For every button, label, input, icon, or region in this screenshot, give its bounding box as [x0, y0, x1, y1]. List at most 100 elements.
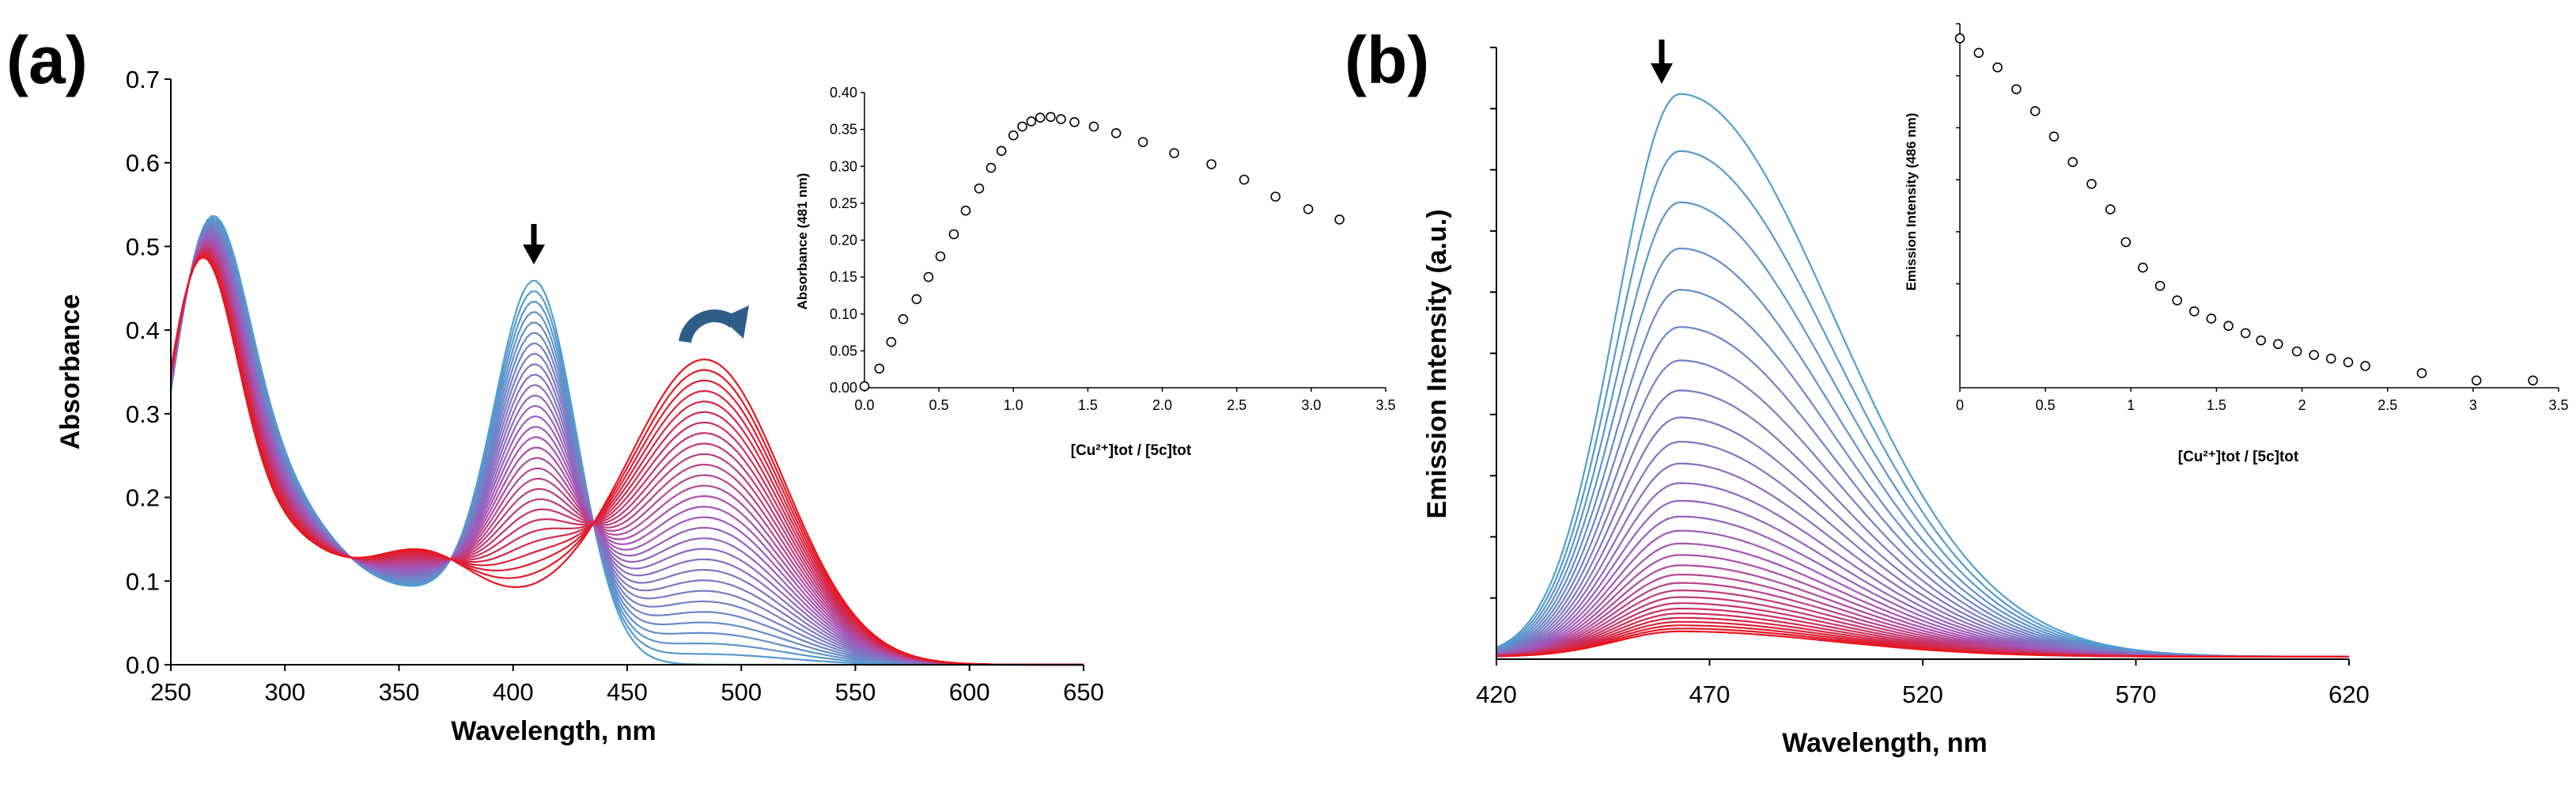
absorbance-series: [169, 235, 1084, 666]
data-point: [996, 146, 1007, 156]
x-tick-label: 1.5: [2207, 397, 2226, 413]
b-inset-y-axis-title: Emission Intensity (486 nm): [1904, 113, 1919, 291]
data-point: [1110, 128, 1122, 138]
x-tick-label: 0: [1956, 397, 1964, 413]
data-point: [1088, 121, 1099, 132]
data-point: [2471, 375, 2482, 386]
data-point: [1973, 47, 1984, 59]
data-point: [2172, 295, 2182, 305]
data-point: [859, 381, 870, 392]
x-tick-label: 1.0: [1004, 397, 1023, 413]
a-inset-x-axis-title: [Cu²⁺]tot / [5c]tot: [1071, 442, 1192, 459]
x-tick-label: 250: [150, 678, 191, 706]
x-tick-label: 3: [2469, 397, 2477, 413]
y-tick-label: 0.10: [830, 306, 857, 322]
y-tick-label: 0.15: [830, 269, 857, 285]
a-y-axis-title: Absorbance: [55, 294, 85, 450]
x-tick-label: 300: [264, 678, 305, 706]
panel-b-label: (b): [1345, 23, 1429, 97]
x-tick-label: 600: [949, 678, 990, 706]
b-inset-markers: [1954, 33, 2538, 386]
a-inset-y-axis-title: Absorbance (481 nm): [795, 173, 810, 310]
x-tick-label: 2: [2298, 397, 2306, 413]
x-tick-label: 550: [835, 678, 876, 706]
b-x-axis-title: Wavelength, nm: [1782, 728, 1987, 758]
b-inset-ticks: 0 0.5 1 1.5 2 2.5 3 3.5: [1956, 23, 2569, 413]
data-point: [985, 162, 997, 173]
data-point: [2189, 306, 2200, 317]
b-inset-x-axis-title: [Cu²⁺]tot / [5c]tot: [2178, 449, 2299, 465]
data-point: [1046, 112, 1056, 123]
data-point: [2326, 353, 2336, 364]
x-tick-label: 2.5: [2377, 397, 2397, 413]
data-point: [2029, 106, 2041, 116]
x-tick-label: 350: [379, 678, 420, 706]
a-inset-ticks: 0.0 0.5 1.0 1.5 2.0 2.5 3.0 3.5 0.00 0.05 0.10 0.15…: [830, 85, 1396, 413]
panel-a: (a) 250 300 350 400 450 500 550 600 650 0.0 0.1 0.2…: [6, 23, 1396, 746]
data-point: [948, 229, 959, 240]
absorbance-series: [169, 237, 1084, 666]
absorbance-series: [169, 223, 1084, 666]
y-tick-label: 0.35: [830, 122, 857, 138]
data-point: [2291, 346, 2302, 357]
curved-arrow-icon: [679, 305, 749, 343]
data-point: [2048, 131, 2060, 142]
x-tick-label: 3.0: [1301, 397, 1321, 413]
x-tick-label: 570: [2116, 681, 2157, 708]
data-point: [923, 271, 934, 283]
b-y-axis-title: Emission Intensity (a.u.): [1422, 209, 1452, 518]
absorbance-series: [169, 256, 1084, 666]
panel-b: (b) 420 470 520 570 620 Wavelength, nm Emiss…: [1345, 23, 2569, 758]
a-main-ticks: 250 300 350 400 450 500 550 600 6500.00.10.20.30…: [126, 66, 1104, 706]
data-point: [2360, 361, 2370, 371]
y-tick-label: 0.3: [126, 400, 160, 428]
y-tick-label: 0.00: [830, 380, 857, 396]
x-tick-label: 420: [1476, 681, 1517, 708]
data-point: [2011, 84, 2022, 95]
data-point: [1008, 130, 1019, 141]
data-point: [1026, 116, 1037, 127]
y-tick-label: 0.6: [126, 150, 160, 177]
data-point: [2343, 357, 2354, 368]
down-arrow-icon: [1651, 40, 1673, 84]
emission-series: [1496, 630, 2349, 658]
panel-b-inset-plot: 0 0.5 1 1.5 2 2.5 3 3.5 [Cu²⁺]tot / [5c]tot Emi…: [1904, 23, 2569, 465]
data-point: [1334, 214, 1345, 225]
y-tick-label: 0.05: [830, 343, 857, 358]
data-point: [886, 336, 897, 347]
x-tick-label: 0.0: [854, 397, 874, 413]
data-point: [1992, 62, 2003, 73]
absorbance-series: [169, 237, 1084, 666]
data-point: [1303, 203, 1314, 214]
data-point: [1270, 192, 1280, 202]
data-point: [911, 294, 922, 305]
data-point: [2206, 313, 2217, 324]
x-tick-label: 620: [2328, 681, 2370, 708]
y-tick-label: 0.2: [126, 484, 160, 512]
absorbance-series: [169, 230, 1084, 666]
absorbance-series: [169, 220, 1084, 666]
y-tick-label: 0.20: [830, 233, 857, 248]
data-point: [935, 251, 946, 262]
panel-a-label: (a): [6, 23, 88, 97]
data-point: [1239, 174, 1250, 185]
absorbance-series: [169, 232, 1084, 666]
a-inset-markers: [859, 112, 1345, 392]
data-point: [1954, 33, 1965, 44]
y-tick-label: 0.4: [126, 317, 160, 344]
panel-a-main-plot: 250 300 350 400 450 500 550 600 6500.00.10.20.30…: [55, 66, 1104, 746]
data-point: [2223, 320, 2234, 332]
data-point: [2154, 280, 2166, 291]
data-point: [898, 313, 909, 324]
emission-spectra: [1496, 93, 2350, 658]
data-point: [1137, 137, 1148, 147]
absorbance-series: [169, 218, 1084, 666]
data-point: [2256, 335, 2266, 346]
x-tick-label: 450: [607, 678, 648, 706]
data-point: [2086, 179, 2097, 189]
panel-a-inset-plot: 0.0 0.5 1.0 1.5 2.0 2.5 3.0 3.5 0.00 0.05 0.10 0.15…: [795, 85, 1396, 459]
absorbance-series: [169, 222, 1084, 666]
data-point: [2528, 375, 2538, 386]
x-tick-label: 2.5: [1227, 397, 1246, 413]
data-point: [1206, 159, 1216, 169]
